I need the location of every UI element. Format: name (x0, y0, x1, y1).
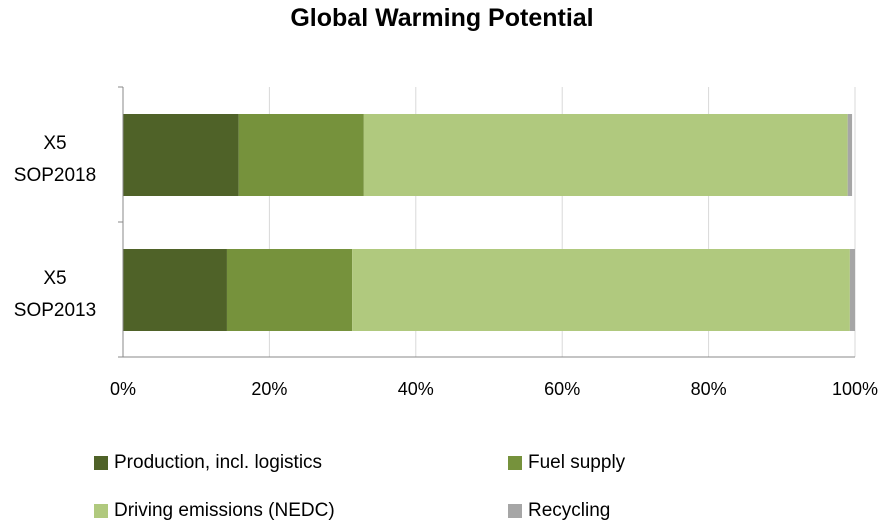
bars (123, 114, 855, 331)
bar-segment (123, 249, 227, 331)
category-label: X5 (43, 268, 66, 289)
bar-segment (363, 114, 848, 196)
x-tick-label: 80% (691, 379, 727, 399)
category-label: SOP2018 (14, 165, 96, 186)
bar-segment (849, 249, 855, 331)
axes (118, 86, 855, 358)
legend-swatch-driving-emissions (94, 504, 108, 518)
x-tick-label: 100% (832, 379, 878, 399)
legend-swatch-fuel-supply (508, 456, 522, 470)
x-tick-label: 0% (110, 379, 136, 399)
bar-segment (226, 249, 353, 331)
labels: 0% 20% 40% 60% 80% 100% X5 SOP2018 X5 SOP2013 (14, 133, 878, 399)
legend-label-driving-emissions: Driving emissions (NEDC) (114, 500, 335, 521)
bar-segment (847, 114, 853, 196)
legend-label-fuel-supply: Fuel supply (528, 452, 626, 473)
x-tick-label: 20% (251, 379, 287, 399)
x-tick-label: 40% (398, 379, 434, 399)
category-label: X5 (43, 133, 66, 154)
legend-swatch-production (94, 456, 108, 470)
x-tick-label: 60% (544, 379, 580, 399)
category-label: SOP2013 (14, 300, 96, 321)
legend-item-production: Production, incl. logistics (94, 452, 322, 474)
legend-item-driving-emissions: Driving emissions (NEDC) (94, 500, 335, 522)
bar-segment (238, 114, 364, 196)
legend-item-fuel-supply: Fuel supply (508, 452, 625, 474)
chart-title: Global Warming Potential (290, 4, 594, 32)
legend-label-recycling: Recycling (528, 500, 611, 521)
legend-swatch-recycling (508, 504, 522, 518)
legend-item-recycling: Recycling (508, 500, 610, 522)
bar-segment (352, 249, 850, 331)
legend-label-production: Production, incl. logistics (114, 452, 323, 473)
bar-segment (123, 114, 239, 196)
